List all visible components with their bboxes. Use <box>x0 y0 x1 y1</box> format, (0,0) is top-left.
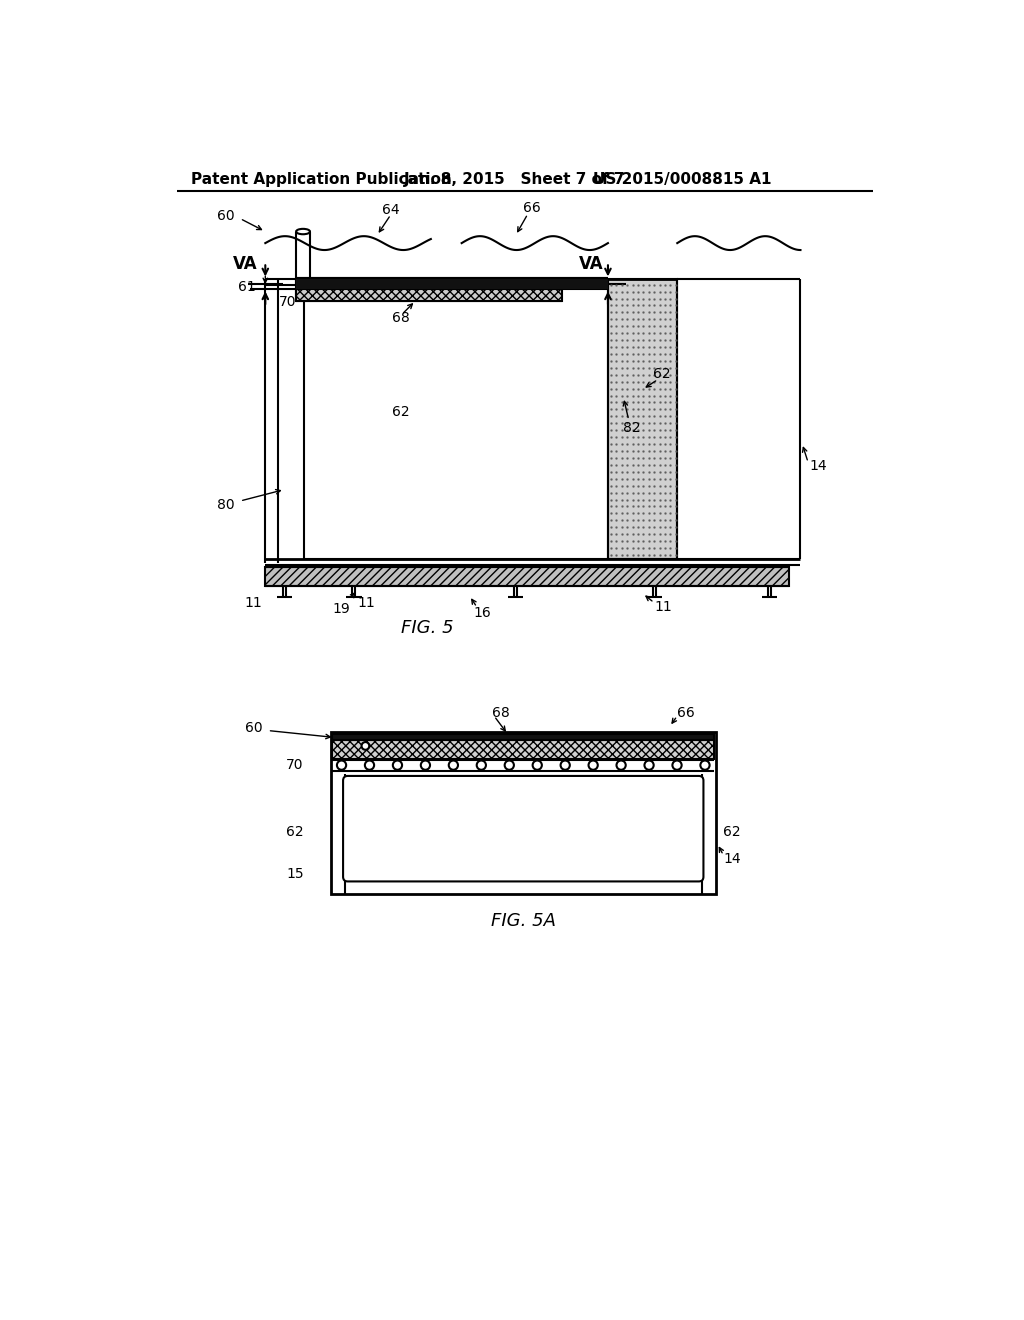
Text: 62: 62 <box>652 367 671 381</box>
Text: FIG. 5A: FIG. 5A <box>490 912 556 929</box>
Bar <box>296 280 608 289</box>
Text: 68: 68 <box>493 706 510 719</box>
Circle shape <box>477 760 486 770</box>
Text: 19: 19 <box>333 602 350 616</box>
Text: 60: 60 <box>217 209 234 223</box>
Circle shape <box>361 742 370 750</box>
Text: 16: 16 <box>473 606 490 619</box>
Text: FIG. 5: FIG. 5 <box>400 619 454 638</box>
Text: 62: 62 <box>286 825 304 840</box>
Text: 11: 11 <box>654 601 672 614</box>
Text: 11: 11 <box>357 597 376 610</box>
FancyBboxPatch shape <box>343 776 703 882</box>
Text: 64: 64 <box>382 203 400 216</box>
Circle shape <box>700 760 710 770</box>
Text: Jan. 8, 2015   Sheet 7 of 7: Jan. 8, 2015 Sheet 7 of 7 <box>403 172 626 186</box>
Circle shape <box>421 760 430 770</box>
Text: 14: 14 <box>724 853 741 866</box>
Circle shape <box>393 760 402 770</box>
Text: Patent Application Publication: Patent Application Publication <box>190 172 452 186</box>
Circle shape <box>673 760 682 770</box>
Text: VA: VA <box>579 255 603 273</box>
Text: 11: 11 <box>245 597 262 610</box>
Text: 62: 62 <box>392 405 410 420</box>
Bar <box>333 739 714 759</box>
Text: 62: 62 <box>724 825 741 840</box>
Text: 80: 80 <box>217 498 234 512</box>
Circle shape <box>560 760 569 770</box>
Ellipse shape <box>296 228 310 234</box>
Text: 60: 60 <box>245 721 262 735</box>
Circle shape <box>616 760 626 770</box>
Text: 15: 15 <box>286 867 304 882</box>
Text: VA: VA <box>233 255 258 273</box>
Bar <box>333 734 714 739</box>
Text: 70: 70 <box>280 296 297 309</box>
Circle shape <box>532 760 542 770</box>
Text: 66: 66 <box>677 706 695 719</box>
Circle shape <box>365 760 374 770</box>
Circle shape <box>644 760 653 770</box>
Circle shape <box>589 760 598 770</box>
Circle shape <box>337 760 346 770</box>
Text: 82: 82 <box>624 421 641 434</box>
Text: 61: 61 <box>239 280 256 294</box>
Circle shape <box>505 760 514 770</box>
Bar <box>296 289 562 301</box>
Bar <box>331 733 716 894</box>
Bar <box>265 566 788 586</box>
Circle shape <box>449 760 458 770</box>
Text: 66: 66 <box>523 202 541 215</box>
Bar <box>608 280 677 558</box>
Text: 68: 68 <box>392 310 410 325</box>
Text: 14: 14 <box>810 459 827 474</box>
Text: 70: 70 <box>287 758 304 772</box>
Text: US 2015/0008815 A1: US 2015/0008815 A1 <box>593 172 771 186</box>
